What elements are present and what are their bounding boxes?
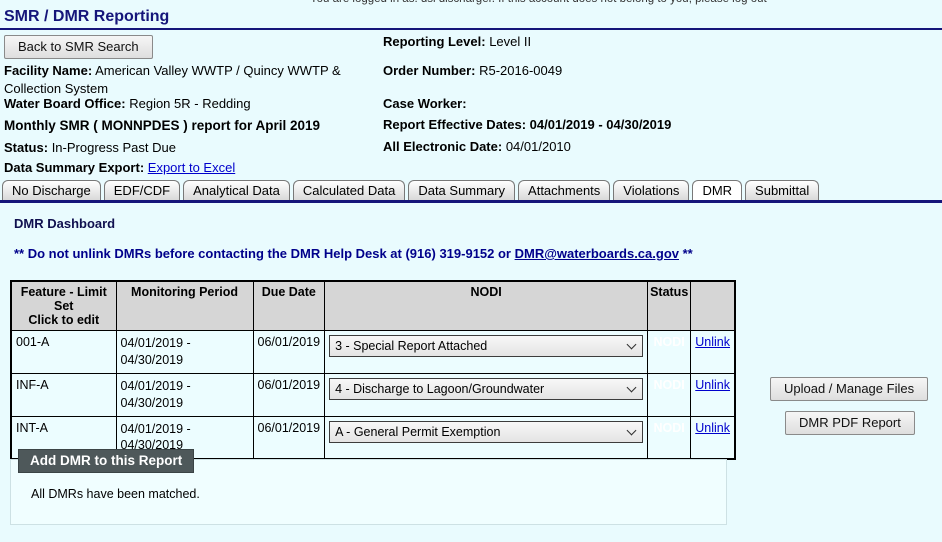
due-date-cell: 06/01/2019 xyxy=(252,372,326,417)
page-title: SMR / DMR Reporting xyxy=(4,8,170,25)
effective-dates-label: Report Effective Dates: xyxy=(383,117,527,132)
report-tabs: No Discharge EDF/CDF Analytical Data Cal… xyxy=(2,180,820,201)
status-line: Status: In-Progress Past Due xyxy=(4,140,176,155)
unlink-warning-suffix: ** xyxy=(679,246,693,261)
due-date-cell: 06/01/2019 xyxy=(252,330,326,374)
tab-data-summary[interactable]: Data Summary xyxy=(408,180,516,201)
col-feature-limit-set: Feature - Limit Set Click to edit xyxy=(10,280,117,331)
dmr-dashboard-title: DMR Dashboard xyxy=(14,216,116,231)
facility-name-line: Facility Name: American Valley WWTP / Qu… xyxy=(4,62,380,97)
col-feature-line2: Click to edit xyxy=(28,313,100,327)
reporting-level-value: Level II xyxy=(489,34,532,49)
electronic-date-label: All Electronic Date: xyxy=(383,139,503,154)
order-number-label: Order Number: xyxy=(383,63,476,78)
electronic-date-value: 04/01/2010 xyxy=(505,139,571,154)
unlink-link[interactable]: Unlink xyxy=(695,420,731,435)
effective-dates-line: Report Effective Dates: 04/01/2019 - 04/… xyxy=(383,117,671,132)
nodi-cell: 3 - Special Report Attached xyxy=(324,330,649,374)
col-due-date: Due Date xyxy=(252,280,326,331)
order-number-line: Order Number: R5-2016-0049 xyxy=(383,63,562,78)
table-row: INF-A 04/01/2019 - 04/30/2019 06/01/2019… xyxy=(10,372,736,417)
tab-edf-cdf[interactable]: EDF/CDF xyxy=(103,180,181,201)
electronic-date-line: All Electronic Date: 04/01/2010 xyxy=(383,139,571,154)
case-worker-label: Case Worker: xyxy=(383,96,467,111)
status-value: In-Progress Past Due xyxy=(51,140,176,155)
table-row: 001-A 04/01/2019 - 04/30/2019 06/01/2019… xyxy=(10,330,736,374)
unlink-warning-prefix: ** Do not unlink DMRs before contacting … xyxy=(14,246,515,261)
col-nodi: NODI xyxy=(324,280,649,331)
col-status: Status xyxy=(647,280,692,331)
nodi-cell: 4 - Discharge to Lagoon/Groundwater xyxy=(324,372,649,417)
unlink-link[interactable]: Unlink xyxy=(695,335,731,349)
col-action xyxy=(690,280,736,331)
nodi-select[interactable]: 4 - Discharge to Lagoon/Groundwater xyxy=(329,377,644,400)
tab-calculated-data[interactable]: Calculated Data xyxy=(292,180,406,201)
facility-name-label: Facility Name: xyxy=(4,63,93,78)
dmr-table: Feature - Limit Set Click to edit Monito… xyxy=(10,280,737,461)
dmr-helpdesk-email-link[interactable]: DMR@waterboards.ca.gov xyxy=(514,246,679,261)
tab-analytical-data[interactable]: Analytical Data xyxy=(183,180,290,201)
report-title: Monthly SMR ( MONNPDES ) report for Apri… xyxy=(4,118,321,133)
login-notice: You are logged in as: dsl discharger. If… xyxy=(310,0,767,5)
dmr-table-header-row: Feature - Limit Set Click to edit Monito… xyxy=(10,280,736,331)
col-feature-line1: Feature - Limit Set xyxy=(20,285,107,313)
nodi-select[interactable]: A - General Permit Exemption xyxy=(329,420,644,443)
effective-dates-value: 04/01/2019 - 04/30/2019 xyxy=(529,117,672,132)
nodi-select[interactable]: 3 - Special Report Attached xyxy=(329,335,644,357)
back-to-smr-search-button[interactable]: Back to SMR Search xyxy=(4,35,153,59)
tab-submittal[interactable]: Submittal xyxy=(745,180,820,201)
tabs-divider xyxy=(0,200,942,203)
unlink-link[interactable]: Unlink xyxy=(695,377,731,392)
feature-limit-set-cell[interactable]: INF-A xyxy=(10,372,117,417)
feature-limit-set-cell[interactable]: 001-A xyxy=(10,330,117,374)
nodi-cell: A - General Permit Exemption xyxy=(324,415,649,460)
water-board-office-value: Region 5R - Redding xyxy=(129,96,251,111)
tab-attachments[interactable]: Attachments xyxy=(518,180,611,201)
water-board-office-line: Water Board Office: Region 5R - Redding xyxy=(4,96,251,111)
facility-name-value: American Valley WWTP / Quincy WWTP & Col… xyxy=(4,63,341,96)
status-badge: NODI xyxy=(647,330,692,374)
dmr-pdf-report-button[interactable]: DMR PDF Report xyxy=(785,411,915,435)
reporting-level-label: Reporting Level: xyxy=(383,34,486,49)
title-divider xyxy=(0,28,942,30)
data-summary-export-label: Data Summary Export: xyxy=(4,160,145,175)
col-monitoring-period: Monitoring Period xyxy=(115,280,254,331)
reporting-level-line: Reporting Level: Level II xyxy=(383,34,531,49)
due-date-cell: 06/01/2019 xyxy=(252,415,326,460)
dmrs-matched-message: All DMRs have been matched. xyxy=(31,487,200,501)
status-label: Status: xyxy=(4,140,49,155)
water-board-office-label: Water Board Office: xyxy=(4,96,126,111)
case-worker-line: Case Worker: xyxy=(383,96,467,111)
add-dmr-section-header: Add DMR to this Report xyxy=(18,449,195,473)
monitoring-period-cell: 04/01/2019 - 04/30/2019 xyxy=(115,330,254,374)
order-number-value: R5-2016-0049 xyxy=(479,63,563,78)
export-to-excel-link[interactable]: Export to Excel xyxy=(147,160,236,175)
monitoring-period-cell: 04/01/2019 - 04/30/2019 xyxy=(115,372,254,417)
unlink-warning: ** Do not unlink DMRs before contacting … xyxy=(14,246,693,261)
status-badge: NODI xyxy=(647,372,692,417)
tab-violations[interactable]: Violations xyxy=(613,180,690,201)
tab-no-discharge[interactable]: No Discharge xyxy=(2,180,101,201)
data-summary-export-line: Data Summary Export: Export to Excel xyxy=(4,160,235,175)
upload-manage-files-button[interactable]: Upload / Manage Files xyxy=(770,377,929,401)
status-badge: NODI xyxy=(647,415,692,460)
tab-dmr[interactable]: DMR xyxy=(692,180,743,201)
